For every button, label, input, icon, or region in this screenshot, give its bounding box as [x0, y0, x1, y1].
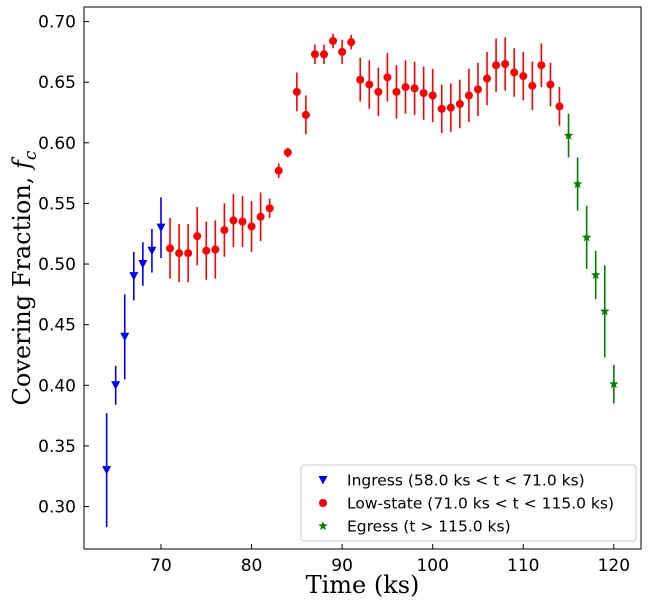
data-point — [347, 38, 356, 47]
data-point — [609, 379, 619, 389]
data-point — [120, 332, 130, 342]
data-point — [184, 249, 193, 258]
y-tick-label: 0.30 — [38, 498, 76, 518]
legend-marker — [318, 476, 328, 485]
x-tick-label: 70 — [150, 556, 172, 576]
data-point — [329, 36, 338, 45]
data-point — [175, 249, 184, 258]
data-point — [374, 87, 383, 96]
data-point — [563, 130, 574, 140]
data-point — [437, 104, 446, 113]
data-point — [283, 148, 292, 157]
data-point — [320, 50, 329, 59]
data-point — [392, 87, 401, 96]
series-2 — [563, 113, 619, 404]
data-point — [455, 100, 464, 109]
x-tick-label: 120 — [598, 556, 630, 576]
y-tick-label: 0.45 — [38, 316, 76, 336]
data-point — [229, 216, 238, 225]
data-point — [138, 260, 148, 269]
plot-area — [102, 33, 619, 528]
data-point — [111, 381, 121, 390]
data-point — [274, 166, 283, 175]
x-tick-label: 80 — [241, 556, 263, 576]
x-axis-title: Time (ks) — [306, 571, 420, 599]
series-0 — [102, 197, 166, 528]
data-point — [528, 81, 537, 90]
data-point — [310, 50, 319, 59]
data-point — [428, 91, 437, 100]
data-point — [356, 75, 365, 84]
data-point — [537, 61, 546, 70]
y-tick-label: 0.65 — [38, 73, 76, 93]
legend-box — [300, 464, 637, 542]
y-tick-label: 0.60 — [38, 134, 76, 154]
legend-marker — [319, 499, 327, 507]
data-point — [446, 103, 455, 112]
data-point — [147, 246, 157, 256]
data-point — [501, 59, 510, 68]
y-axis-title: Covering Fraction, fc — [8, 150, 41, 405]
data-point — [555, 102, 564, 111]
data-point — [600, 306, 610, 316]
data-point — [202, 246, 211, 255]
y-tick-label: 0.35 — [38, 437, 76, 457]
data-point — [383, 73, 392, 82]
data-point — [129, 272, 139, 281]
data-point — [220, 226, 229, 235]
data-point — [211, 245, 220, 254]
y-axis-title-subscript: c — [21, 150, 41, 160]
data-point — [473, 85, 482, 94]
y-tick-label: 0.55 — [38, 194, 76, 214]
x-tick-label: 90 — [331, 556, 353, 576]
data-point — [546, 80, 555, 89]
y-tick-label: 0.70 — [38, 13, 76, 33]
legend: Ingress (58.0 ks < t < 71.0 ks) Low-state… — [300, 464, 637, 542]
data-point — [338, 47, 347, 56]
data-point — [519, 72, 528, 81]
data-point — [193, 232, 202, 241]
data-point — [265, 204, 274, 213]
data-point — [590, 269, 601, 280]
y-axis: 0.30 0.35 0.40 0.45 0.50 0.55 0.60 0.65 0.70 — [38, 13, 89, 518]
x-axis: 70 80 90 100 110 120 — [150, 544, 630, 576]
legend-label: Egress (t > 115.0 ks) — [347, 518, 511, 536]
data-point — [365, 80, 374, 89]
legend-label: Low-state (71.0 ks < t < 115.0 ks) — [347, 495, 614, 513]
legend-marker — [318, 521, 328, 531]
y-axis-title-text: Covering Fraction, — [8, 169, 36, 406]
data-point — [301, 110, 310, 119]
x-tick-label: 100 — [416, 556, 448, 576]
data-point — [156, 223, 166, 233]
x-tick-label: 110 — [507, 556, 539, 576]
data-point — [247, 222, 256, 231]
data-point — [401, 83, 410, 92]
data-point — [572, 179, 583, 189]
data-point — [510, 68, 519, 77]
series-1 — [166, 33, 564, 283]
data-point — [581, 232, 592, 242]
legend-label: Ingress (58.0 ks < t < 71.0 ks) — [347, 472, 585, 490]
data-point — [238, 217, 247, 226]
data-point — [102, 466, 112, 475]
y-tick-label: 0.50 — [38, 255, 76, 275]
data-point — [464, 91, 473, 100]
data-point — [292, 87, 301, 96]
data-point — [166, 244, 175, 253]
data-point — [492, 61, 501, 70]
data-point — [483, 74, 492, 83]
data-point — [419, 89, 428, 98]
y-tick-label: 0.40 — [38, 376, 76, 396]
data-point — [410, 84, 419, 93]
data-point — [256, 212, 265, 221]
plot-frame — [83, 6, 642, 550]
